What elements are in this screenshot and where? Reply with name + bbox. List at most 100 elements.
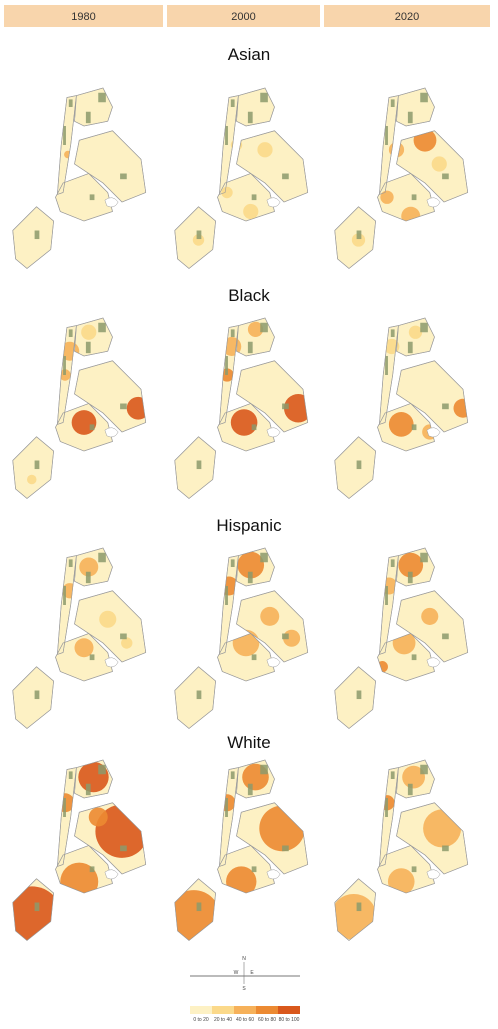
park (230, 99, 235, 107)
hotspot (230, 409, 258, 436)
hotspot (388, 412, 414, 437)
map (334, 547, 469, 729)
park (89, 424, 95, 431)
hotspot (259, 805, 305, 852)
park (63, 798, 66, 817)
park (196, 902, 202, 912)
legend-label: 80 to 100 (279, 1017, 300, 1023)
park (89, 654, 95, 661)
park (120, 633, 127, 640)
park (442, 633, 449, 640)
airport (426, 869, 441, 880)
park (196, 690, 202, 700)
park (442, 403, 449, 410)
park (356, 690, 362, 700)
park (34, 690, 40, 700)
park (247, 341, 253, 354)
hotspot (398, 552, 424, 578)
borough-outline (12, 759, 147, 941)
park (420, 764, 428, 775)
park (225, 798, 228, 817)
park (34, 230, 40, 240)
airport (266, 197, 281, 208)
park (282, 845, 289, 852)
park (225, 126, 228, 145)
panel-title: Black (228, 286, 270, 305)
airport (266, 427, 281, 438)
hotspot (221, 186, 233, 199)
park (68, 771, 73, 779)
legend-label: 60 to 80 (258, 1017, 276, 1023)
compass-letter: W (234, 970, 239, 976)
hotspot (27, 474, 37, 485)
park (251, 424, 257, 431)
hotspot (99, 610, 117, 628)
hotspot (431, 156, 447, 172)
hotspot (257, 142, 273, 158)
map (334, 759, 469, 941)
hotspot (81, 324, 97, 340)
airport (104, 427, 119, 438)
map (12, 547, 147, 729)
park (385, 126, 388, 145)
park (225, 586, 228, 605)
hotspot (79, 557, 99, 577)
park (68, 559, 73, 567)
compass-letter: S (242, 986, 246, 992)
airport (104, 657, 119, 668)
borough-outline (174, 759, 309, 941)
borough-outline (334, 547, 469, 729)
park (411, 866, 417, 873)
park (98, 92, 106, 103)
park (63, 126, 66, 145)
park (407, 571, 413, 584)
header-label: 2000 (231, 11, 255, 23)
hotspot (423, 809, 462, 848)
park (390, 559, 395, 567)
hotspot (351, 233, 366, 247)
compass-letter: N (242, 956, 246, 962)
hotspot (453, 398, 468, 418)
airport (104, 197, 119, 208)
park (230, 329, 235, 337)
park (282, 403, 289, 410)
park (247, 571, 253, 584)
park (407, 783, 413, 796)
park (68, 99, 73, 107)
park (411, 424, 417, 431)
park (442, 173, 449, 180)
header-label: 1980 (71, 11, 95, 23)
park (85, 571, 91, 584)
borough-outline (174, 547, 309, 729)
hotspots (356, 322, 468, 470)
map (334, 87, 469, 269)
hotspot (88, 807, 108, 827)
hotspot (380, 190, 394, 204)
park (196, 460, 202, 470)
legend-label: 40 to 60 (236, 1017, 254, 1023)
park (390, 329, 395, 337)
park (120, 403, 127, 410)
hotspot (71, 410, 97, 435)
hotspot (260, 606, 280, 626)
park (89, 194, 95, 201)
borough-outline (12, 547, 147, 729)
legend-label: 0 to 20 (193, 1017, 209, 1023)
hotspot (174, 890, 221, 941)
park (120, 845, 127, 852)
hotspot (247, 321, 264, 337)
park (390, 771, 395, 779)
panel-title: Asian (228, 45, 271, 64)
compass-letter: E (250, 970, 254, 976)
map (12, 87, 147, 269)
park (385, 356, 388, 375)
park (34, 902, 40, 912)
park (63, 356, 66, 375)
borough-outline (174, 317, 309, 499)
park (282, 633, 289, 640)
park (98, 552, 106, 563)
hotspot (64, 150, 72, 159)
airport (266, 869, 281, 880)
panel-title: Hispanic (216, 516, 282, 535)
park (251, 194, 257, 201)
